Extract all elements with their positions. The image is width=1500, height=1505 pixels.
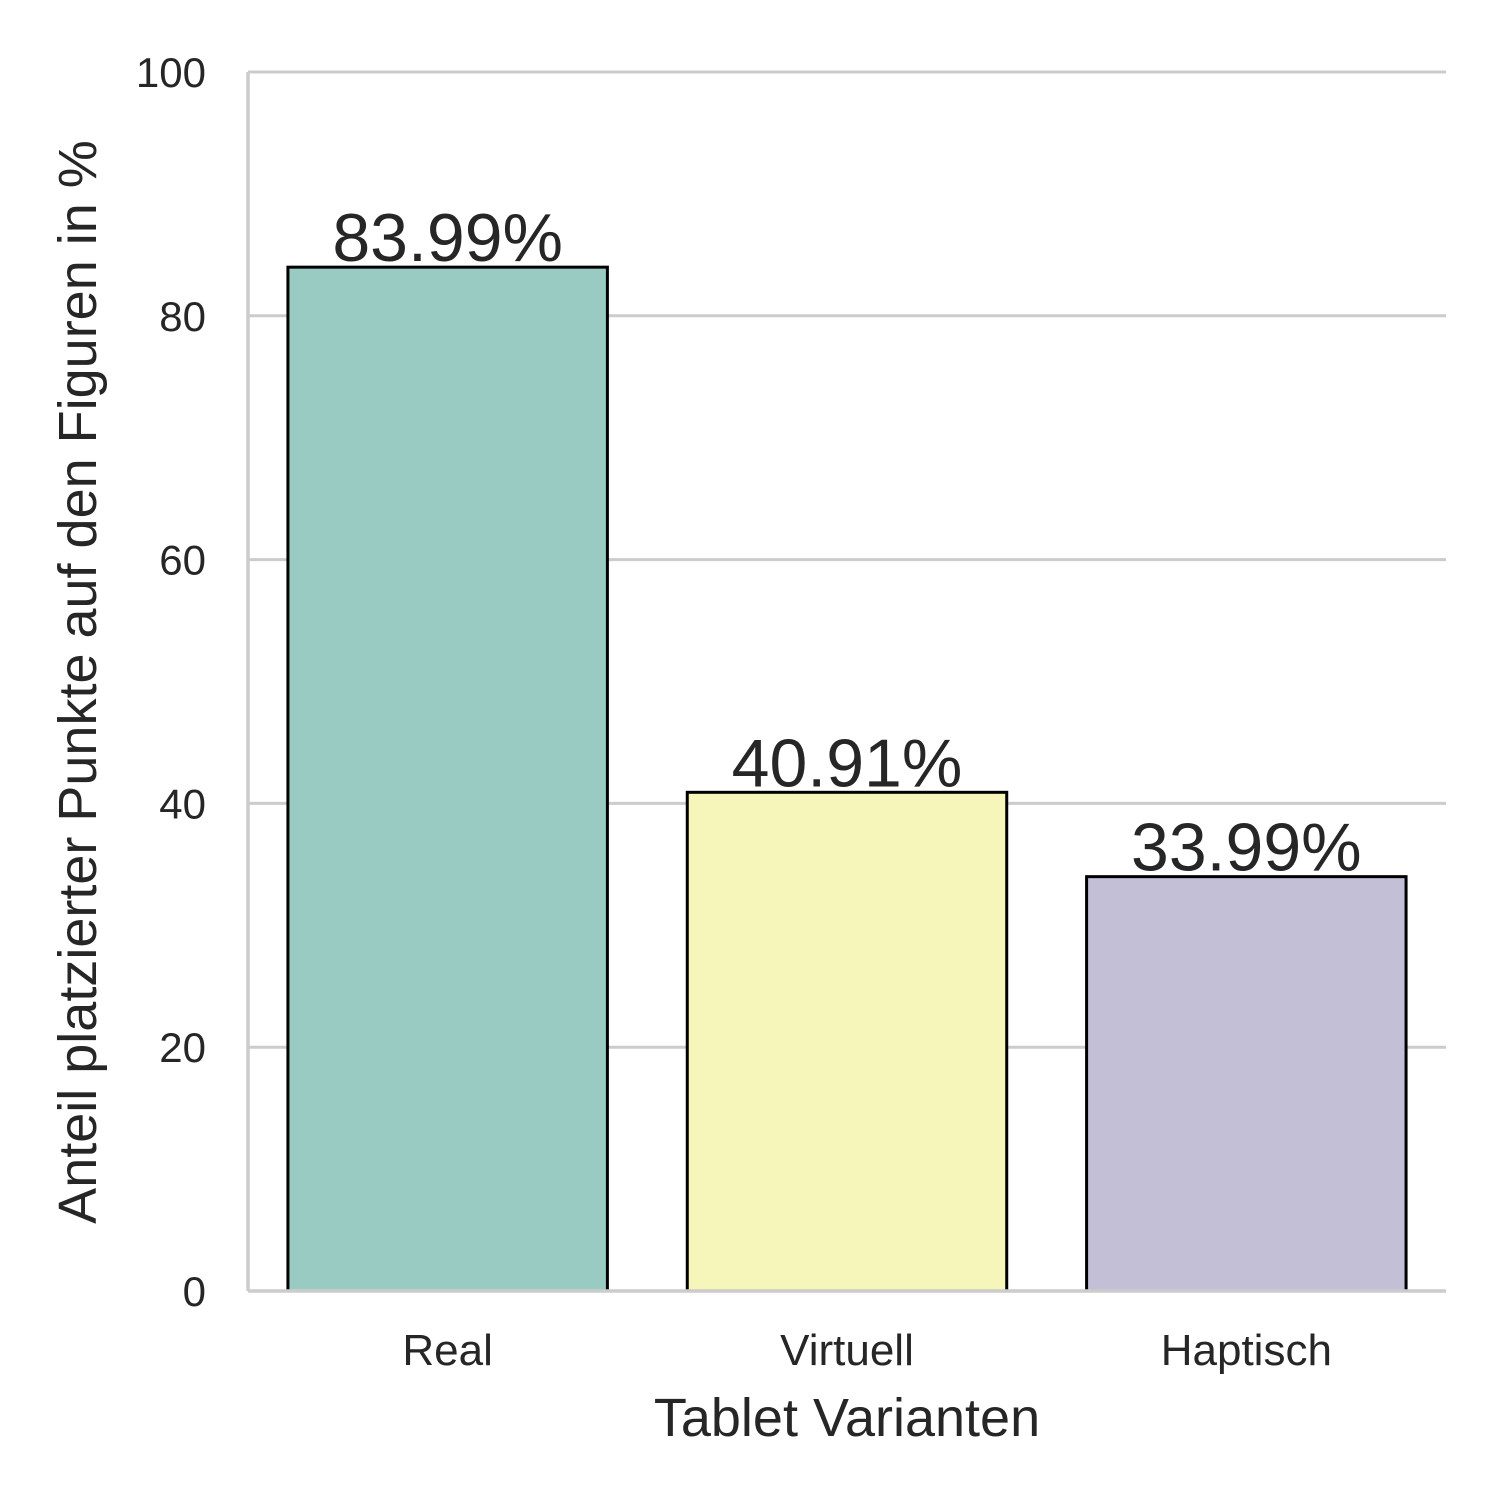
bar-virtuell (685, 790, 1009, 1293)
y-tick-label: 40 (159, 780, 206, 827)
y-tick-label: 0 (183, 1268, 206, 1315)
bars-layer (286, 265, 1408, 1293)
y-tick-label: 80 (159, 293, 206, 340)
data-label: 40.91% (732, 725, 963, 801)
y-tick-label: 100 (136, 49, 206, 96)
data-label: 33.99% (1131, 810, 1362, 886)
y-axis-title: Anteil platzierter Punkte auf den Figure… (48, 140, 108, 1224)
labels-layer: 0 20 40 60 80 100 83.99% Real 40.91% Virtuell 33.9… (136, 49, 1362, 1375)
x-tick-label: Real (402, 1326, 493, 1375)
x-tick-label: Virtuell (780, 1326, 914, 1375)
y-tick-label: 20 (159, 1024, 206, 1071)
x-axis-title: Tablet Varianten (654, 1388, 1040, 1448)
axes-layer (246, 72, 1446, 1293)
y-tick-label: 60 (159, 537, 206, 584)
data-label: 83.99% (332, 200, 563, 276)
bar-real (286, 265, 609, 1293)
x-tick-label: Haptisch (1161, 1326, 1332, 1375)
bar-haptisch (1085, 875, 1408, 1293)
